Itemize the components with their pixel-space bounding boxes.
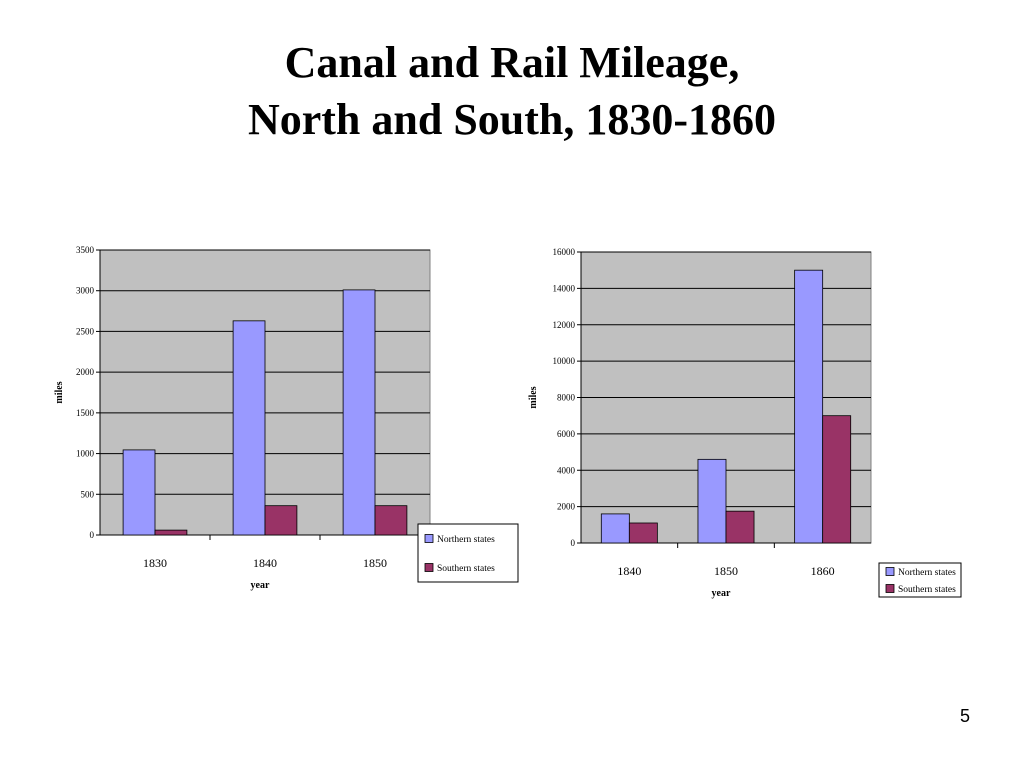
x-tick-label: 1860 <box>811 564 835 578</box>
y-tick-label: 10000 <box>553 356 576 366</box>
bar-southern <box>264 505 298 536</box>
bar-southern <box>154 529 188 536</box>
y-tick-label: 1500 <box>76 408 95 418</box>
bar-northern <box>697 458 727 544</box>
x-tick-label: 1830 <box>143 556 167 570</box>
bar-northern <box>794 269 824 544</box>
title-line-2: North and South, 1830-1860 <box>247 95 777 145</box>
legend-label: Northern states <box>898 568 956 578</box>
y-tick-label: 3000 <box>76 286 95 296</box>
y-axis-label: miles <box>528 386 539 408</box>
y-tick-label: 2500 <box>76 326 95 336</box>
y-tick-label: 16000 <box>553 247 576 257</box>
y-tick-label: 0 <box>90 530 95 540</box>
x-tick-label: 1840 <box>617 564 641 578</box>
y-tick-label: 6000 <box>557 429 576 439</box>
y-tick-label: 12000 <box>553 320 576 330</box>
y-tick-label: 2000 <box>557 502 576 512</box>
y-tick-label: 500 <box>81 489 95 499</box>
legend-swatch <box>424 563 434 572</box>
legend-label: Southern states <box>437 564 495 574</box>
legend-label: Northern states <box>437 535 495 545</box>
x-tick-label: 1840 <box>253 556 277 570</box>
y-tick-label: 14000 <box>553 283 576 293</box>
bar-southern <box>628 522 658 544</box>
title-line-1: Canal and Rail Mileage, <box>284 38 740 87</box>
y-tick-label: 2000 <box>76 367 95 377</box>
y-tick-label: 8000 <box>557 393 576 403</box>
slide-title: Canal and Rail Mileage, North and South,… <box>0 34 1024 148</box>
legend-swatch <box>424 534 434 543</box>
canal-mileage-chart: 0 500 1000 1500 2000 2500 3000 3500 1830 1840 1850… <box>54 245 519 591</box>
bar-northern <box>600 513 630 544</box>
y-tick-label: 3500 <box>76 245 95 255</box>
bar-southern <box>725 510 755 544</box>
y-tick-label: 1000 <box>76 449 95 459</box>
bar-southern <box>374 505 408 536</box>
y-tick-label: 4000 <box>557 465 576 475</box>
bar-southern <box>822 415 852 544</box>
legend-label: Southern states <box>898 585 956 595</box>
x-tick-label: 1850 <box>714 564 738 578</box>
bar-northern <box>122 449 156 536</box>
legend-swatch <box>885 567 895 576</box>
rail-mileage-chart: 0 2000 4000 6000 8000 10000 12000 14000 16000 184… <box>528 247 962 599</box>
y-tick-label: 0 <box>571 538 576 548</box>
bar-northern <box>342 289 376 536</box>
legend-swatch <box>885 584 895 593</box>
page-number: 5 <box>959 706 970 726</box>
y-axis-label: miles <box>54 381 65 403</box>
x-axis-label: year <box>251 580 270 591</box>
bar-northern <box>232 320 266 536</box>
x-tick-label: 1850 <box>363 556 387 570</box>
legend-box <box>417 523 519 583</box>
x-axis-label: year <box>712 588 731 599</box>
